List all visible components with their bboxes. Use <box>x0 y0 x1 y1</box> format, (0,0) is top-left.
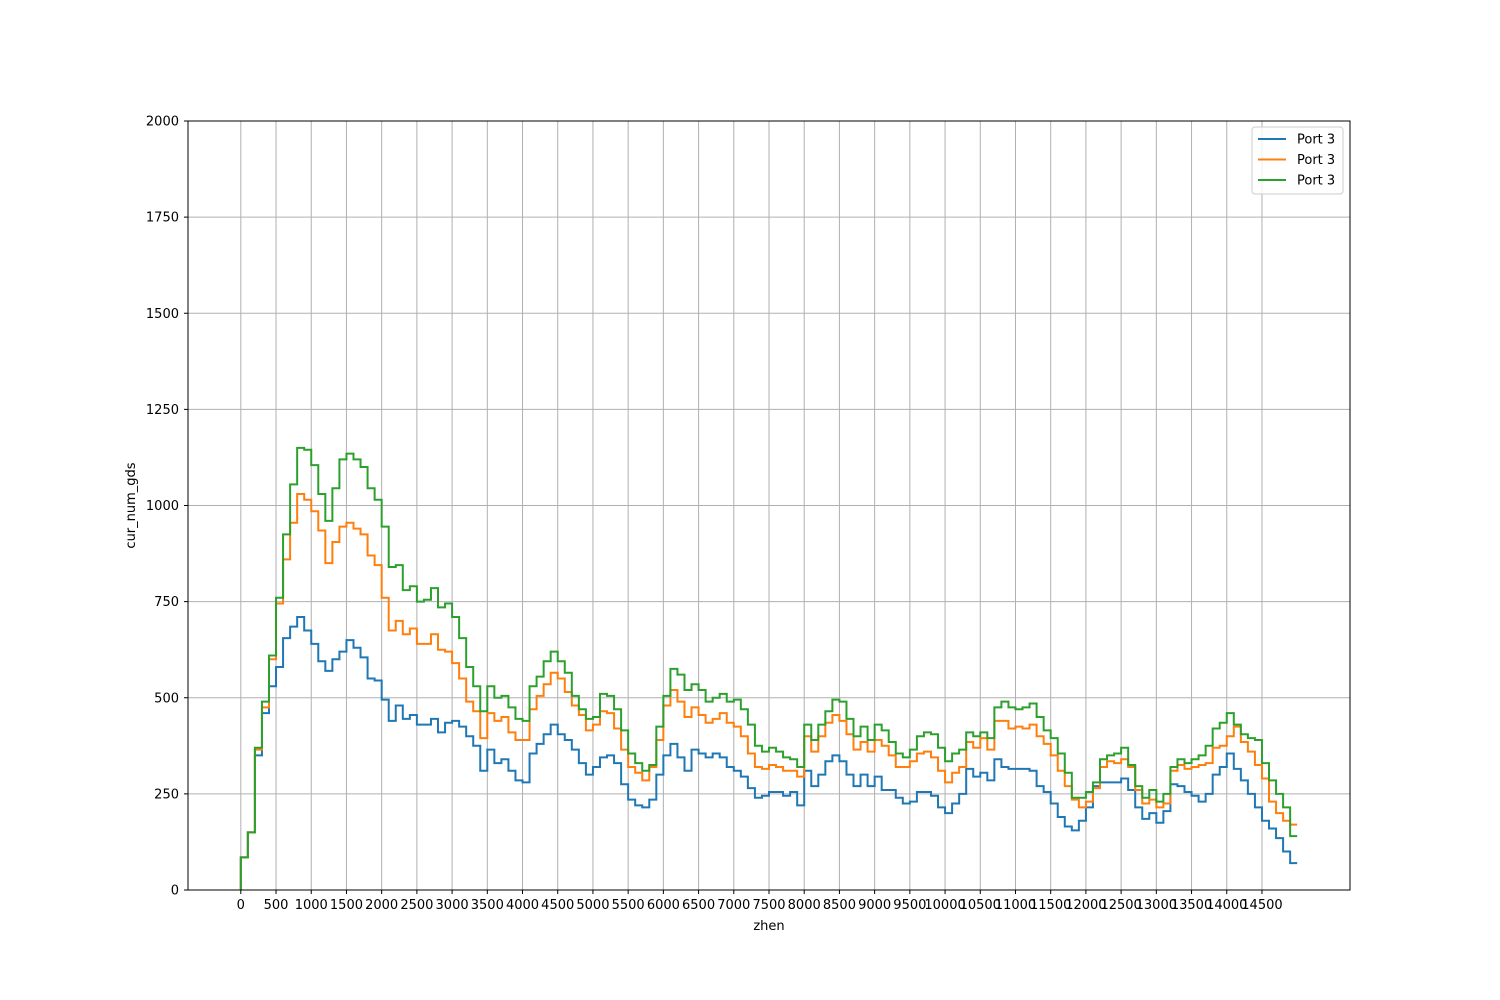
x-tick-label: 11500 <box>1030 898 1071 913</box>
x-tick-label: 5000 <box>576 898 609 913</box>
x-axis-label: zhen <box>753 919 784 934</box>
y-tick-label: 750 <box>154 595 179 610</box>
y-tick-label: 1000 <box>146 499 179 514</box>
x-tick-label: 11000 <box>995 898 1036 913</box>
x-tick-label: 14500 <box>1241 898 1282 913</box>
x-tick-label: 2500 <box>400 898 433 913</box>
x-tick-label: 6000 <box>647 898 680 913</box>
x-tick-label: 13500 <box>1171 898 1212 913</box>
y-tick-label: 2000 <box>146 115 179 130</box>
x-tick-label: 4000 <box>506 898 539 913</box>
y-tick-label: 250 <box>154 787 179 802</box>
legend: Port 3 Port 3 Port 3 <box>1251 126 1344 195</box>
x-tick-label: 12000 <box>1065 898 1106 913</box>
x-axis-ticks: 0 500 1000 1500 2000 2500 3000 3500 4000 4500 5000… <box>237 890 1283 913</box>
x-tick-label: 10500 <box>960 898 1001 913</box>
x-tick-label: 500 <box>264 898 289 913</box>
y-tick-label: 1750 <box>146 211 179 226</box>
x-tick-label: 14000 <box>1206 898 1247 913</box>
x-tick-label: 8000 <box>788 898 821 913</box>
y-axis-ticks: 0 250 500 750 1000 1250 1500 1750 2000 <box>146 115 188 899</box>
x-tick-label: 13000 <box>1136 898 1177 913</box>
plot-lines <box>239 446 1298 890</box>
x-tick-label: 9500 <box>893 898 926 913</box>
y-tick-label: 0 <box>171 884 179 899</box>
x-tick-label: 4500 <box>541 898 574 913</box>
x-tick-label: 6500 <box>682 898 715 913</box>
y-tick-label: 500 <box>154 691 179 706</box>
x-tick-label: 0 <box>237 898 245 913</box>
x-tick-label: 3000 <box>436 898 469 913</box>
series-line-1 <box>239 616 1298 890</box>
series-line-2 <box>239 492 1298 890</box>
x-tick-label: 3500 <box>471 898 504 913</box>
legend-box <box>1251 126 1344 195</box>
y-axis-label: cur_num_gds <box>124 462 139 548</box>
x-tick-label: 10000 <box>924 898 965 913</box>
x-tick-label: 2000 <box>365 898 398 913</box>
legend-label-2: Port 3 <box>1297 153 1335 168</box>
x-tick-label: 7500 <box>752 898 785 913</box>
x-tick-label: 8500 <box>823 898 856 913</box>
legend-label-1: Port 3 <box>1297 133 1335 148</box>
y-tick-label: 1250 <box>146 403 179 418</box>
x-tick-label: 1000 <box>295 898 328 913</box>
y-tick-label: 1500 <box>146 307 179 322</box>
x-tick-label: 1500 <box>330 898 363 913</box>
legend-label-3: Port 3 <box>1297 174 1335 189</box>
x-tick-label: 7000 <box>717 898 750 913</box>
series-line-3 <box>239 446 1298 890</box>
x-tick-label: 12500 <box>1100 898 1141 913</box>
x-tick-label: 9000 <box>858 898 891 913</box>
x-tick-label: 5500 <box>612 898 645 913</box>
